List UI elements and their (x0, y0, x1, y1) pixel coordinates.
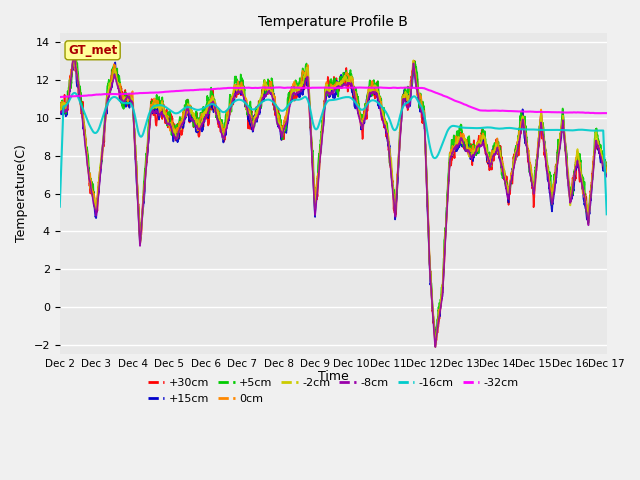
Title: Temperature Profile B: Temperature Profile B (259, 15, 408, 29)
Text: GT_met: GT_met (68, 44, 117, 57)
Y-axis label: Temperature(C): Temperature(C) (15, 144, 28, 242)
X-axis label: Time: Time (318, 371, 349, 384)
Legend: +30cm, +15cm, +5cm, 0cm, -2cm, -8cm, -16cm, -32cm: +30cm, +15cm, +5cm, 0cm, -2cm, -8cm, -16… (143, 373, 524, 408)
